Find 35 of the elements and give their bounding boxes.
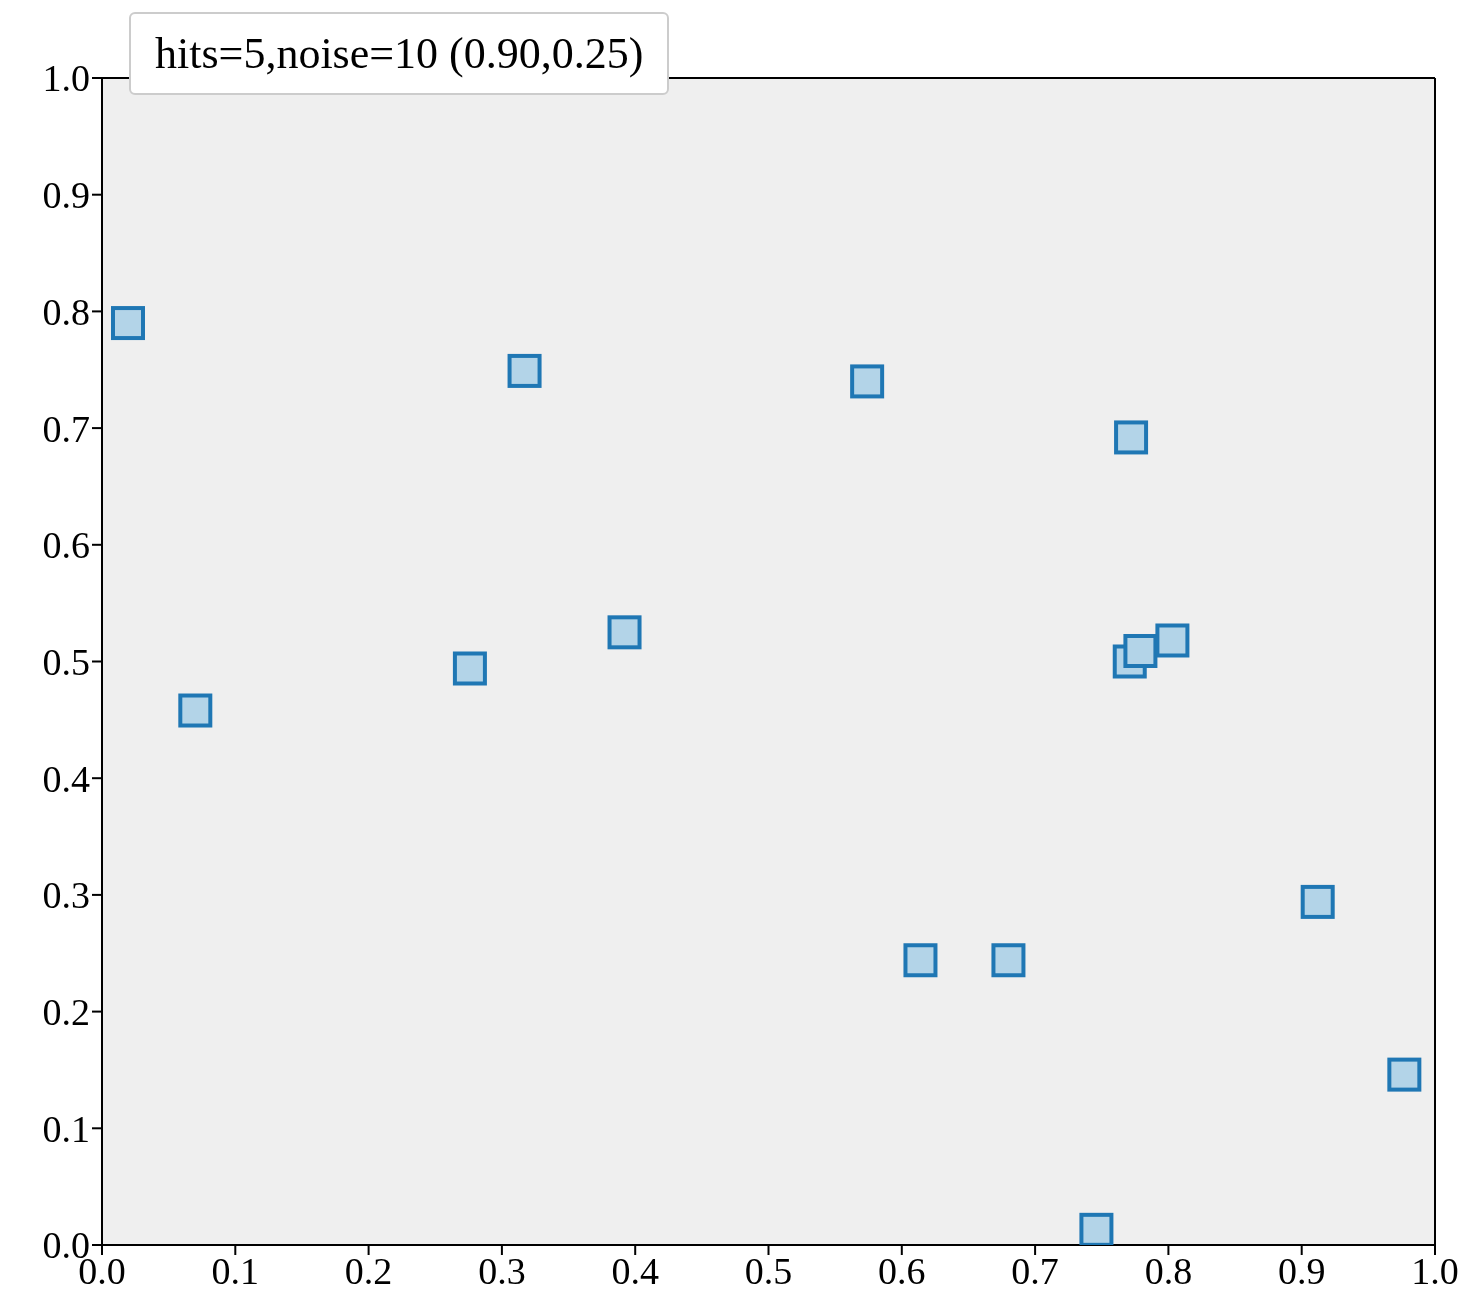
point <box>507 353 542 388</box>
y-tick-label: 0.6 <box>42 524 90 567</box>
x-tick-label: 0.2 <box>344 1249 393 1292</box>
y-tick-label: 0.2 <box>42 991 90 1034</box>
y-tick-label: 0.9 <box>42 174 90 217</box>
x-tick-label: 0.3 <box>478 1249 526 1292</box>
point <box>178 693 213 728</box>
point <box>991 943 1026 978</box>
x-tick-label: 0.7 <box>1011 1249 1059 1292</box>
y-tick-label: 0.3 <box>42 874 90 917</box>
x-tick-label: 0.6 <box>878 1249 926 1292</box>
point <box>1387 1057 1422 1092</box>
point <box>1123 634 1158 668</box>
x-tick-label: 0.5 <box>744 1249 793 1292</box>
point <box>607 615 642 650</box>
x-tick-label: 1.0 <box>1411 1249 1459 1292</box>
x-tick-label: 0.8 <box>1144 1249 1193 1292</box>
legend-title: hits=5,noise=10 (0.90,0.25) <box>129 12 670 95</box>
y-tick-label: 0.7 <box>42 407 90 450</box>
y-tick-label: 0.1 <box>42 1107 90 1150</box>
point <box>1300 884 1335 919</box>
point <box>110 306 145 341</box>
y-tick-label: 0.8 <box>42 290 90 333</box>
y-tick-label: 0.4 <box>42 757 90 800</box>
point <box>1114 420 1149 455</box>
point <box>452 651 487 686</box>
point <box>903 943 938 978</box>
x-tick-label: 0.1 <box>211 1249 260 1292</box>
x-tick-label: 0.4 <box>611 1249 659 1292</box>
point <box>1155 623 1190 658</box>
point <box>850 364 885 399</box>
x-tick-label: 0.9 <box>1277 1249 1326 1292</box>
y-tick-label: 0.5 <box>42 640 90 683</box>
y-tick-label: 1.0 <box>42 57 90 100</box>
point <box>1079 1212 1114 1245</box>
